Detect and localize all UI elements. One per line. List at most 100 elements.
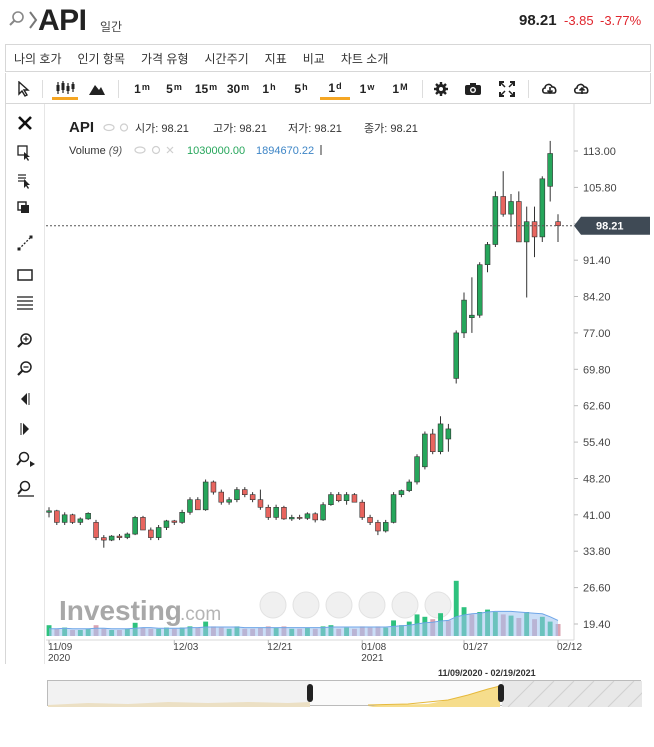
- zoom-out-icon[interactable]: [16, 360, 36, 380]
- search-icon[interactable]: [8, 10, 26, 33]
- candle: [429, 428, 436, 455]
- candle: [116, 534, 123, 541]
- trendline-icon[interactable]: [16, 234, 36, 254]
- candlestick-icon[interactable]: [52, 78, 78, 100]
- price-axis[interactable]: 113.00105.8098.6091.4084.2077.0069.8062.…: [46, 146, 650, 631]
- upload-icon[interactable]: [570, 78, 594, 100]
- candle: [281, 505, 287, 520]
- price-tick-label: 84.20: [583, 292, 611, 304]
- menu-price-type[interactable]: 가격 유형: [141, 51, 189, 66]
- zoom-in-right-icon[interactable]: [16, 450, 36, 470]
- candle: [195, 497, 201, 511]
- menu-chart-intro[interactable]: 차트 소개: [340, 51, 389, 66]
- fibonacci-icon[interactable]: [16, 294, 36, 314]
- candle: [69, 513, 76, 524]
- svg-text:시가: 98.21: 시가: 98.21: [135, 122, 189, 135]
- time-tick-year: 2020: [48, 653, 71, 664]
- cursor-icon[interactable]: [14, 78, 34, 100]
- scroll-right-icon[interactable]: [16, 420, 36, 440]
- candle-body: [335, 494, 342, 502]
- chevron-right-icon[interactable]: [28, 9, 38, 36]
- candle-body: [390, 494, 397, 523]
- menu-popular[interactable]: 인기 항목: [77, 51, 126, 66]
- svg-text:종가: 98.21: 종가: 98.21: [364, 122, 418, 135]
- candle-body: [375, 522, 381, 532]
- candle: [101, 535, 107, 548]
- download-icon[interactable]: [538, 78, 562, 100]
- rectangle-icon[interactable]: [16, 266, 36, 286]
- scroll-left-icon[interactable]: [16, 390, 36, 410]
- camera-icon[interactable]: [462, 78, 484, 100]
- menu-timeframe[interactable]: 시간주기: [204, 51, 249, 66]
- interval-30m[interactable]: 30 m: [226, 82, 250, 96]
- candle: [531, 206, 538, 258]
- candle: [93, 519, 99, 541]
- navigator-preview: [48, 680, 654, 708]
- candle-body: [492, 196, 499, 245]
- candle-body: [398, 490, 405, 495]
- candle: [210, 480, 217, 495]
- navigator-handle-right[interactable]: [498, 684, 504, 702]
- price-tick-label: 113.00: [583, 146, 616, 158]
- candle: [500, 171, 506, 217]
- volume-bars: [46, 580, 561, 636]
- magic-cursor-icon[interactable]: [16, 172, 36, 192]
- candle: [257, 489, 264, 510]
- crosshair-cursor-icon[interactable]: [16, 144, 36, 164]
- candle-body: [116, 535, 123, 538]
- gear-icon[interactable]: [430, 78, 452, 100]
- candle: [54, 509, 60, 525]
- last-price: 98.21: [519, 12, 557, 29]
- period-label: 일간: [100, 20, 123, 34]
- candle: [46, 507, 52, 518]
- candle: [547, 140, 553, 202]
- candle-body: [273, 506, 279, 518]
- price-chart[interactable]: Investing .com 113.00105.8098.6091.4084.…: [46, 104, 651, 666]
- candle-body: [226, 499, 232, 503]
- close-icon[interactable]: [16, 114, 36, 134]
- time-tick-label: 12/21: [267, 642, 292, 653]
- candle-body: [328, 494, 334, 506]
- candle: [461, 292, 467, 338]
- candle: [375, 519, 381, 536]
- price-tick-label: 41.00: [583, 510, 611, 522]
- candle: [523, 206, 530, 298]
- candle: [398, 489, 405, 498]
- candle: [312, 512, 318, 523]
- fullscreen-icon[interactable]: [496, 78, 518, 100]
- candle-body: [555, 221, 561, 226]
- candle: [289, 514, 295, 521]
- navigator-handle-left[interactable]: [307, 684, 313, 702]
- candle-body: [108, 535, 115, 541]
- candle-body: [218, 491, 225, 503]
- candle-body: [148, 529, 154, 538]
- candle: [406, 479, 412, 493]
- candle-body: [210, 481, 217, 493]
- interval-15m[interactable]: 15 m: [194, 82, 218, 96]
- current-price-label: 98.21: [596, 221, 624, 233]
- chart-canvas[interactable]: Investing .com 113.00105.8098.6091.4084.…: [46, 104, 651, 666]
- menu-indicators[interactable]: 지표: [264, 51, 287, 66]
- menu-compare[interactable]: 비교: [302, 51, 325, 66]
- menu-my-quotes[interactable]: 나의 호가: [14, 51, 62, 66]
- legend-close-label: 종가:: [364, 122, 387, 135]
- candle-body: [93, 522, 99, 538]
- copy-icon[interactable]: [16, 200, 36, 220]
- price-tick-label: 77.00: [583, 328, 611, 340]
- legend-eye-icons: [103, 123, 129, 132]
- candle: [304, 512, 311, 520]
- candle: [390, 492, 397, 524]
- mountain-icon[interactable]: [86, 78, 108, 100]
- zoom-in-icon[interactable]: [16, 332, 36, 352]
- range-navigator[interactable]: [47, 680, 654, 708]
- time-tick-label: 01/27: [463, 642, 488, 653]
- reset-zoom-icon[interactable]: [16, 480, 36, 500]
